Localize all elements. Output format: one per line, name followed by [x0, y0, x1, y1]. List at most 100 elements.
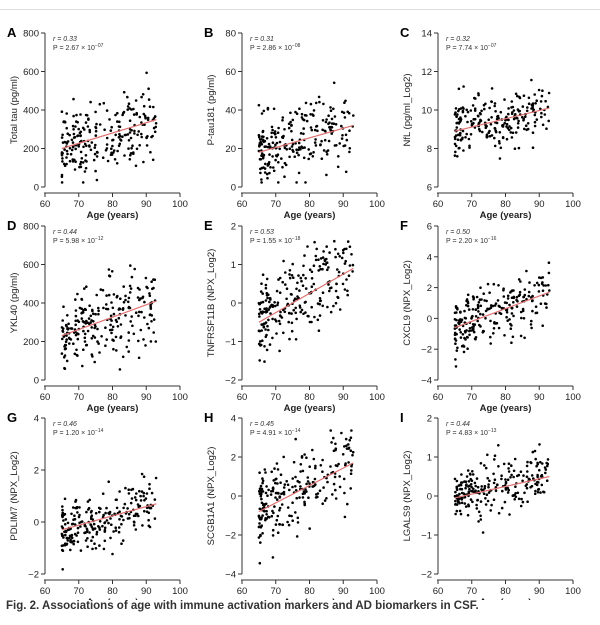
data-point	[270, 514, 274, 518]
data-point	[145, 136, 148, 139]
data-point	[514, 131, 518, 134]
data-point	[533, 113, 537, 117]
data-point	[456, 346, 459, 350]
x-tick-label: 80	[500, 586, 511, 597]
data-point	[456, 113, 459, 116]
data-point	[116, 294, 119, 298]
data-point	[95, 155, 99, 158]
data-point	[311, 155, 315, 158]
data-point	[469, 109, 473, 112]
x-tick-label: 90	[141, 586, 152, 597]
data-point	[530, 326, 533, 330]
trend-line	[61, 300, 157, 337]
r-value: r = 0.53	[250, 229, 274, 236]
data-point	[260, 524, 264, 527]
data-point	[258, 308, 262, 311]
data-point	[301, 492, 305, 496]
data-point	[286, 302, 290, 306]
y-tick-label: −4	[421, 376, 432, 387]
data-point	[92, 522, 96, 526]
data-point	[500, 477, 503, 481]
data-point	[102, 547, 106, 551]
data-point	[464, 338, 467, 341]
data-point	[498, 131, 502, 134]
data-point	[63, 367, 67, 371]
data-point	[105, 109, 109, 112]
data-point	[478, 111, 482, 115]
data-point	[117, 526, 121, 529]
data-point	[518, 109, 521, 113]
data-point	[105, 303, 108, 306]
data-point	[499, 146, 503, 150]
data-point	[333, 115, 337, 118]
data-point	[291, 118, 295, 122]
data-point	[66, 140, 70, 143]
data-point	[259, 541, 262, 544]
panel-letter: G	[7, 410, 17, 425]
data-point	[275, 498, 279, 501]
data-point	[294, 485, 297, 488]
data-point	[123, 502, 127, 506]
data-point	[347, 443, 350, 446]
data-point	[96, 340, 99, 343]
data-point	[293, 155, 297, 158]
data-point	[532, 477, 535, 480]
data-point	[313, 128, 317, 132]
data-point	[127, 296, 131, 300]
y-tick-label: 800	[23, 29, 39, 40]
panel-h: H−4−202460708090100Age (years)SCGB1A1 (N…	[204, 410, 385, 600]
data-point	[93, 146, 97, 149]
data-point	[544, 284, 547, 287]
x-axis-label: Age (years)	[87, 210, 139, 221]
p-value: P = 7.74 × 10−07	[446, 43, 497, 52]
data-point	[310, 277, 314, 280]
data-point	[266, 176, 269, 180]
data-point	[72, 114, 75, 118]
data-point	[128, 119, 132, 122]
data-point	[104, 511, 107, 515]
data-point	[329, 465, 332, 468]
data-point	[504, 480, 508, 484]
data-point	[341, 453, 345, 456]
trend-line	[61, 119, 157, 150]
data-point	[142, 491, 146, 495]
data-point	[483, 107, 486, 111]
data-point	[93, 152, 97, 156]
data-point	[148, 525, 152, 529]
data-point	[68, 536, 71, 540]
panel-letter: A	[7, 25, 17, 40]
data-point	[299, 470, 302, 473]
data-point	[119, 336, 122, 340]
data-point	[300, 116, 304, 119]
data-point	[329, 106, 332, 109]
data-point	[90, 353, 94, 356]
data-point	[338, 485, 342, 489]
data-point	[314, 138, 317, 141]
data-point	[260, 516, 263, 519]
data-point	[135, 147, 139, 151]
data-point	[341, 282, 345, 286]
data-point	[456, 500, 460, 504]
data-point	[533, 93, 536, 96]
data-point	[454, 499, 457, 503]
data-point	[300, 112, 304, 116]
data-point	[135, 111, 138, 115]
p-value: P = 2.20 × 10−16	[446, 236, 497, 245]
data-point	[462, 344, 465, 348]
data-point	[257, 329, 261, 333]
data-point	[345, 138, 349, 142]
data-point	[68, 337, 71, 341]
data-point	[264, 299, 268, 302]
data-point	[272, 169, 276, 173]
data-point	[295, 287, 298, 291]
data-point	[271, 303, 275, 307]
data-point	[295, 535, 299, 538]
data-point	[512, 289, 515, 292]
data-point	[141, 295, 145, 299]
data-point	[125, 345, 129, 349]
data-point	[72, 97, 75, 101]
y-tick-label: 14	[421, 29, 432, 40]
p-value: P = 2.86 × 10−08	[250, 43, 301, 52]
data-point	[337, 270, 341, 274]
